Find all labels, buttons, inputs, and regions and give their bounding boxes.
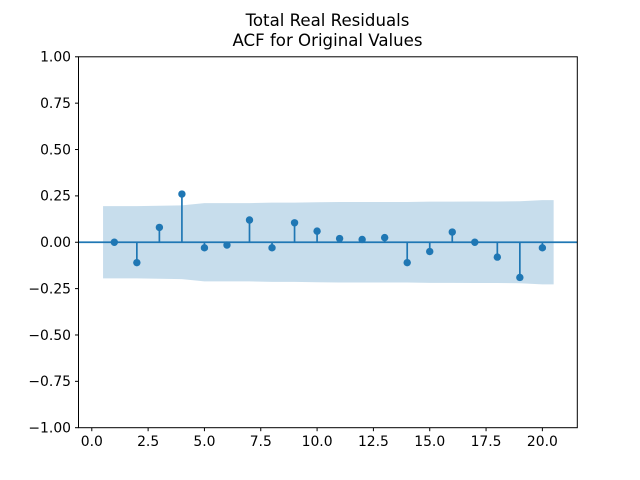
x-tick-label: 0.0 — [81, 434, 103, 450]
chart-title-line1: Total Real Residuals — [245, 11, 410, 30]
acf-marker-lag-9 — [290, 219, 299, 227]
x-tick-label: 17.5 — [471, 434, 502, 450]
y-tick-label: −0.25 — [28, 281, 71, 297]
x-tick-label: 10.0 — [302, 434, 333, 450]
acf-marker-lag-15 — [426, 247, 434, 256]
x-tick-label: 15.0 — [414, 434, 445, 450]
acf-marker-lag-18 — [493, 253, 502, 261]
y-tick-label: 0.75 — [40, 96, 71, 112]
acf-marker-lag-16 — [448, 228, 456, 236]
x-tick-label: 20.0 — [527, 434, 558, 450]
acf-marker-lag-8 — [268, 244, 276, 252]
acf-marker-lag-17 — [471, 238, 479, 246]
acf-marker-lag-7 — [245, 216, 254, 224]
acf-marker-lag-10 — [313, 227, 321, 235]
acf-marker-lag-12 — [358, 235, 366, 244]
acf-marker-lag-2 — [133, 258, 141, 267]
acf-marker-lag-1 — [110, 238, 119, 246]
y-tick-label: −1.00 — [28, 421, 71, 437]
chart-title: Total Real Residuals ACF for Original Va… — [78, 11, 577, 50]
chart-title-line2: ACF for Original Values — [232, 30, 423, 50]
x-tick-label: 7.5 — [250, 434, 272, 450]
acf-marker-lag-19 — [516, 273, 524, 282]
acf-marker-lag-4 — [178, 190, 186, 198]
y-tick-label: −0.50 — [28, 328, 71, 344]
y-tick-label: 1.00 — [40, 50, 71, 66]
acf-marker-lag-20 — [538, 244, 547, 252]
x-tick-label: 2.5 — [137, 434, 159, 450]
x-tick-label: 12.5 — [358, 434, 389, 450]
y-tick-label: 0.25 — [40, 189, 71, 205]
acf-marker-lag-6 — [223, 241, 231, 249]
y-tick-label: 0.50 — [40, 142, 71, 158]
acf-marker-lag-3 — [155, 223, 164, 232]
acf-marker-lag-14 — [403, 258, 411, 267]
y-tick-label: −0.75 — [28, 374, 71, 390]
acf-marker-lag-5 — [200, 244, 209, 252]
acf-marker-lag-11 — [335, 234, 344, 243]
x-tick-label: 5.0 — [193, 434, 215, 450]
acf-marker-lag-13 — [380, 233, 389, 242]
y-tick-label: 0.00 — [40, 235, 71, 251]
